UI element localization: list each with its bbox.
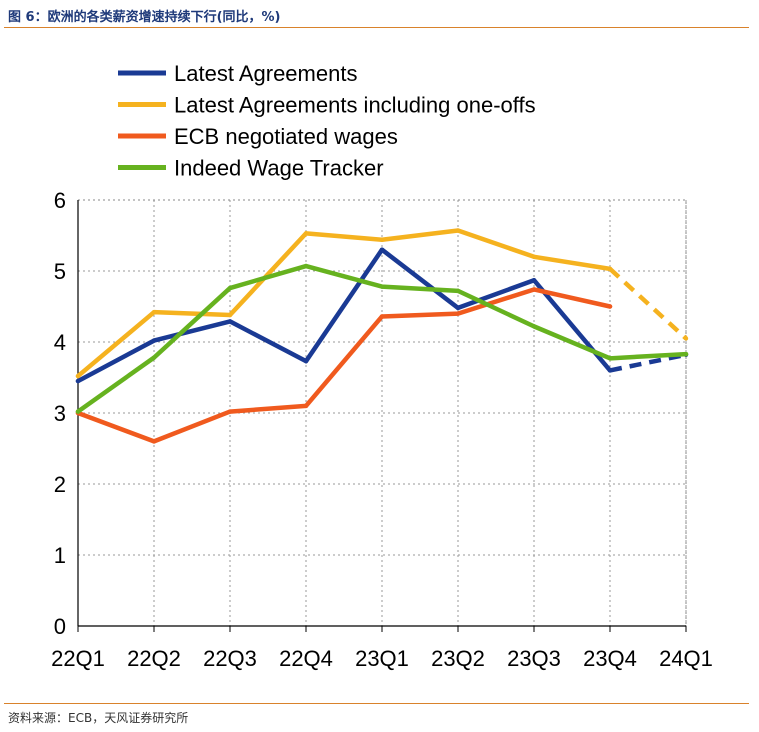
- data-point-indeed-wage-tracker-23Q4: [607, 356, 613, 361]
- data-point-latest-agreements-23Q1: [379, 247, 385, 252]
- series-line-latest-agreements-including-one-offs: [75, 228, 613, 379]
- data-point-latest-agreements-23Q4: [607, 368, 613, 373]
- data-point-indeed-wage-tracker-23Q2: [455, 288, 461, 294]
- data-point-ecb-negotiated-wages-22Q4: [303, 403, 309, 409]
- x-tick-label: 22Q2: [127, 646, 181, 671]
- data-point-latest-agreements-22Q4: [303, 358, 309, 364]
- title-divider: [4, 27, 749, 28]
- data-point-indeed-wage-tracker-22Q3: [227, 285, 233, 291]
- data-point-ecb-negotiated-wages-23Q2: [455, 311, 461, 316]
- data-point-ecb-negotiated-wages-23Q3: [531, 287, 537, 292]
- data-point-indeed-wage-tracker-23Q3: [531, 324, 537, 329]
- data-point-indeed-wage-tracker-22Q1: [75, 409, 81, 414]
- x-tick-label: 24Q1: [659, 646, 713, 671]
- x-tick-label: 22Q1: [51, 646, 105, 671]
- data-point-latest-agreements-including-one-offs-22Q3: [227, 312, 233, 318]
- y-tick-label: 1: [54, 543, 66, 568]
- y-tick-label: 5: [54, 259, 66, 284]
- legend: Latest Agreements Latest Agreements inclu…: [118, 61, 536, 181]
- data-point-ecb-negotiated-wages-22Q2: [151, 439, 157, 444]
- data-point-ecb-negotiated-wages-23Q1: [379, 314, 385, 319]
- legend-label-latest-agreements-including-one-offs: Latest Agreements including one-offs: [174, 93, 536, 118]
- data-point-latest-agreements-including-one-offs-24Q1: [683, 336, 689, 341]
- x-tick-label: 22Q3: [203, 646, 257, 671]
- y-tick-label: 0: [54, 614, 66, 639]
- series-projection-latest-agreements-including-one-offs: [608, 267, 688, 341]
- source-divider: [4, 703, 749, 704]
- series-line-ecb-negotiated-wages: [75, 287, 613, 444]
- data-point-ecb-negotiated-wages-22Q3: [227, 409, 233, 414]
- data-point-latest-agreements-22Q1: [75, 378, 81, 384]
- y-tick-label: 6: [54, 188, 66, 213]
- data-point-latest-agreements-including-one-offs-22Q1: [75, 373, 81, 379]
- grid-layer: [77, 199, 687, 627]
- data-point-latest-agreements-including-one-offs-23Q3: [531, 254, 537, 259]
- x-tick-label: 23Q3: [507, 646, 561, 671]
- figure-title: 图 6：欧洲的各类薪资增速持续下行(同比，%): [8, 10, 281, 25]
- legend-label-latest-agreements: Latest Agreements: [174, 61, 357, 86]
- x-tick-label: 23Q4: [583, 646, 637, 671]
- series-line-latest-agreements: [75, 247, 613, 384]
- legend-label-ecb-negotiated-wages: ECB negotiated wages: [174, 124, 398, 149]
- data-point-latest-agreements-22Q2: [151, 338, 157, 343]
- y-tick-label: 2: [54, 472, 66, 497]
- x-tick-label: 23Q1: [355, 646, 409, 671]
- y-tick-label: 4: [54, 330, 66, 355]
- data-point-latest-agreements-23Q3: [531, 278, 537, 283]
- legend-label-indeed-wage-tracker: Indeed Wage Tracker: [174, 156, 384, 181]
- data-point-indeed-wage-tracker-23Q1: [379, 284, 385, 289]
- data-point-indeed-wage-tracker-22Q4: [303, 263, 309, 269]
- data-point-indeed-wage-tracker-22Q2: [151, 355, 157, 360]
- data-point-indeed-wage-tracker-24Q1: [683, 351, 689, 357]
- data-point-latest-agreements-22Q3: [227, 319, 233, 324]
- data-point-latest-agreements-including-one-offs-22Q4: [303, 231, 309, 236]
- data-point-ecb-negotiated-wages-23Q4: [607, 304, 613, 309]
- data-point-latest-agreements-including-one-offs-23Q2: [455, 228, 461, 233]
- y-tick-label: 3: [54, 401, 66, 426]
- series-projection-latest-agreements: [609, 352, 687, 373]
- data-point-latest-agreements-including-one-offs-22Q2: [151, 309, 157, 315]
- data-point-latest-agreements-including-one-offs-23Q4: [607, 266, 613, 272]
- x-tick-label: 23Q2: [431, 646, 485, 671]
- source-note: 资料来源：ECB，天风证券研究所: [8, 711, 189, 725]
- x-tick-label: 22Q4: [279, 646, 333, 671]
- series-layer: [75, 228, 689, 444]
- data-point-latest-agreements-23Q2: [455, 305, 461, 311]
- data-point-latest-agreements-including-one-offs-23Q1: [379, 237, 385, 242]
